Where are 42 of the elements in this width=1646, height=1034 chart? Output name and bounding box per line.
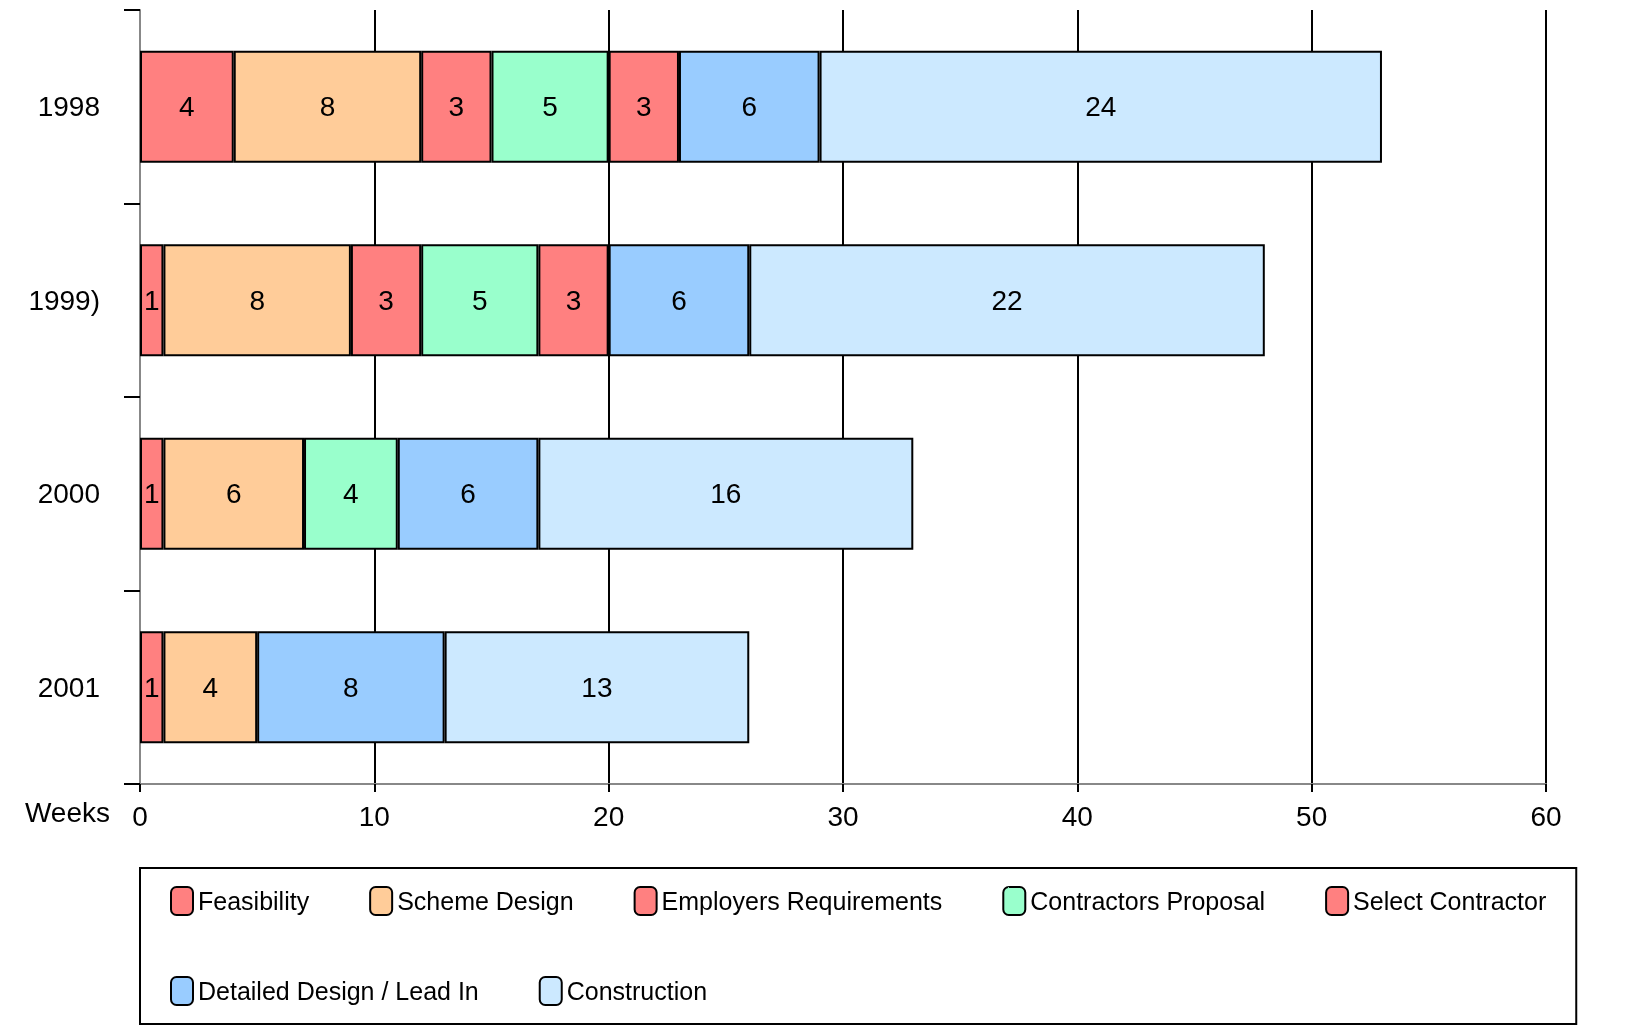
data-label: 16 — [710, 478, 742, 510]
legend-label: Contractors Proposal — [1030, 887, 1266, 915]
y-tick-label: 1998 — [37, 91, 100, 123]
data-label: 3 — [565, 284, 582, 316]
data-label: 6 — [225, 478, 242, 510]
x-tick-label: 60 — [1530, 800, 1562, 832]
data-label: 1 — [143, 478, 160, 510]
legend-label: Detailed Design / Lead In — [198, 977, 479, 1005]
x-tick-label: 0 — [132, 800, 148, 832]
data-label: 22 — [991, 284, 1023, 316]
x-tick-label: 10 — [358, 800, 390, 832]
x-tick-label: 50 — [1296, 800, 1328, 832]
legend-label: Select Contractor — [1353, 887, 1547, 915]
y-tick-label: 2001 — [37, 671, 100, 703]
x-tick-label: 20 — [593, 800, 625, 832]
data-label: 8 — [319, 91, 336, 123]
x-axis-title: Weeks — [24, 796, 110, 828]
data-label: 1 — [143, 284, 160, 316]
data-label: 24 — [1085, 91, 1117, 123]
legend-label: Construction — [566, 977, 708, 1005]
data-label: 4 — [343, 478, 359, 510]
x-tick-label: 30 — [827, 800, 859, 832]
data-label: 4 — [179, 91, 195, 123]
y-tick-label: 1999) — [28, 284, 100, 316]
data-label: 3 — [378, 284, 394, 316]
data-label: 6 — [671, 284, 687, 316]
legend-label: Feasibility — [198, 887, 310, 915]
data-label: 6 — [741, 91, 758, 123]
data-label: 1 — [143, 671, 160, 703]
data-label: 4 — [202, 671, 219, 703]
data-label: 3 — [636, 91, 652, 123]
y-tick-label: 2000 — [37, 478, 100, 510]
data-label: 6 — [460, 478, 476, 510]
data-label: 8 — [343, 671, 359, 703]
legend-label: Employers Requirements — [661, 887, 943, 915]
legend-label: Scheme Design — [397, 887, 574, 915]
data-label: 5 — [542, 91, 558, 123]
data-label: 3 — [448, 91, 465, 123]
data-label: 5 — [471, 284, 488, 316]
x-tick-label: 40 — [1061, 800, 1093, 832]
data-label: 13 — [581, 671, 613, 703]
data-label: 8 — [249, 284, 265, 316]
